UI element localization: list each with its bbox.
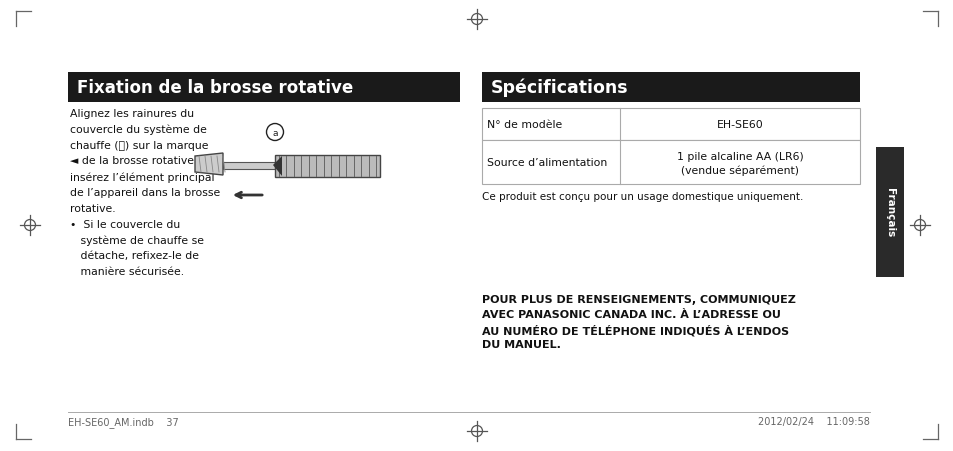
Text: (vendue séparément): (vendue séparément)	[680, 166, 799, 176]
Text: insérez l’élément principal: insérez l’élément principal	[70, 172, 214, 182]
Text: POUR PLUS DE RENSEIGNEMENTS, COMMUNIQUEZ: POUR PLUS DE RENSEIGNEMENTS, COMMUNIQUEZ	[481, 295, 795, 304]
Bar	[68, 73, 459, 103]
Text: Alignez les rainures du: Alignez les rainures du	[70, 109, 193, 119]
Text: Spécifications: Spécifications	[491, 78, 628, 97]
Text: EH-SE60_AM.indb    37: EH-SE60_AM.indb 37	[68, 416, 178, 427]
Text: N° de modèle: N° de modèle	[486, 120, 561, 130]
Polygon shape	[273, 156, 282, 177]
Text: ◄ de la brosse rotative et: ◄ de la brosse rotative et	[70, 156, 209, 166]
Text: DU MANUEL.: DU MANUEL.	[481, 339, 560, 349]
Text: chauffe (ⓐ) sur la marque: chauffe (ⓐ) sur la marque	[70, 140, 209, 150]
Polygon shape	[194, 154, 223, 175]
Text: rotative.: rotative.	[70, 203, 115, 213]
Text: AU NUMÉRO DE TÉLÉPHONE INDIQUÉS À L’ENDOS: AU NUMÉRO DE TÉLÉPHONE INDIQUÉS À L’ENDO…	[481, 324, 788, 336]
Text: de l’appareil dans la brosse: de l’appareil dans la brosse	[70, 188, 220, 198]
Text: 2012/02/24    11:09:58: 2012/02/24 11:09:58	[758, 416, 869, 426]
Bar	[481, 109, 859, 141]
Text: couvercle du système de: couvercle du système de	[70, 124, 207, 135]
Text: système de chauffe se: système de chauffe se	[70, 235, 204, 245]
Bar	[223, 163, 274, 170]
Text: Fixation de la brosse rotative: Fixation de la brosse rotative	[77, 79, 353, 97]
Text: détache, refixez-le de: détache, refixez-le de	[70, 251, 199, 261]
Bar	[481, 141, 859, 184]
Text: manière sécurisée.: manière sécurisée.	[70, 267, 184, 276]
Text: Ce produit est conçu pour un usage domestique uniquement.: Ce produit est conçu pour un usage domes…	[481, 192, 802, 202]
Text: Source d’alimentation: Source d’alimentation	[486, 158, 607, 168]
Text: AVEC PANASONIC CANADA INC. À L’ADRESSE OU: AVEC PANASONIC CANADA INC. À L’ADRESSE O…	[481, 309, 781, 319]
Text: EH-SE60: EH-SE60	[716, 120, 762, 130]
Bar	[274, 156, 379, 178]
Text: Français: Français	[884, 188, 894, 237]
Text: •  Si le couvercle du: • Si le couvercle du	[70, 219, 180, 229]
Text: 1 pile alcaline AA (LR6): 1 pile alcaline AA (LR6)	[676, 152, 802, 161]
Text: a: a	[272, 129, 277, 138]
Bar	[875, 147, 903, 277]
Bar	[481, 73, 859, 103]
